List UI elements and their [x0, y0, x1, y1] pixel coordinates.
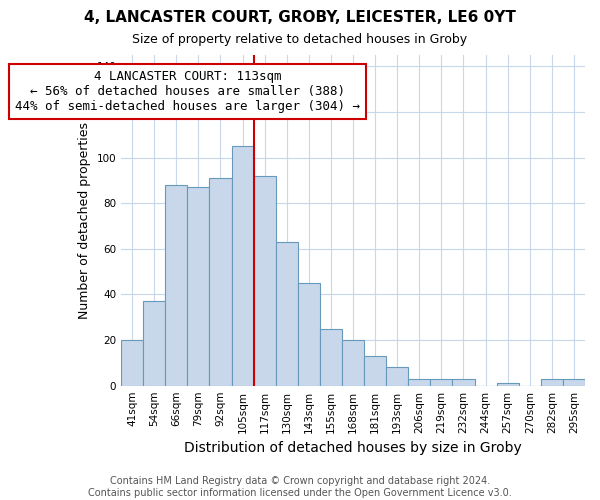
Text: 4, LANCASTER COURT, GROBY, LEICESTER, LE6 0YT: 4, LANCASTER COURT, GROBY, LEICESTER, LE…: [84, 10, 516, 25]
Bar: [563, 379, 585, 386]
Bar: [232, 146, 254, 386]
Bar: [541, 379, 563, 386]
Bar: [364, 356, 386, 386]
Bar: [143, 302, 165, 386]
Bar: [386, 368, 408, 386]
Text: Contains HM Land Registry data © Crown copyright and database right 2024.
Contai: Contains HM Land Registry data © Crown c…: [88, 476, 512, 498]
Bar: [320, 328, 342, 386]
Bar: [430, 379, 452, 386]
Bar: [298, 283, 320, 386]
Bar: [254, 176, 276, 386]
Bar: [408, 379, 430, 386]
Bar: [121, 340, 143, 386]
Bar: [209, 178, 232, 386]
Bar: [342, 340, 364, 386]
Bar: [276, 242, 298, 386]
Bar: [187, 188, 209, 386]
Bar: [497, 384, 519, 386]
Text: 4 LANCASTER COURT: 113sqm
← 56% of detached houses are smaller (388)
44% of semi: 4 LANCASTER COURT: 113sqm ← 56% of detac…: [15, 70, 360, 113]
Bar: [452, 379, 475, 386]
Text: Size of property relative to detached houses in Groby: Size of property relative to detached ho…: [133, 32, 467, 46]
Bar: [165, 185, 187, 386]
Y-axis label: Number of detached properties: Number of detached properties: [78, 122, 91, 319]
X-axis label: Distribution of detached houses by size in Groby: Distribution of detached houses by size …: [184, 441, 522, 455]
